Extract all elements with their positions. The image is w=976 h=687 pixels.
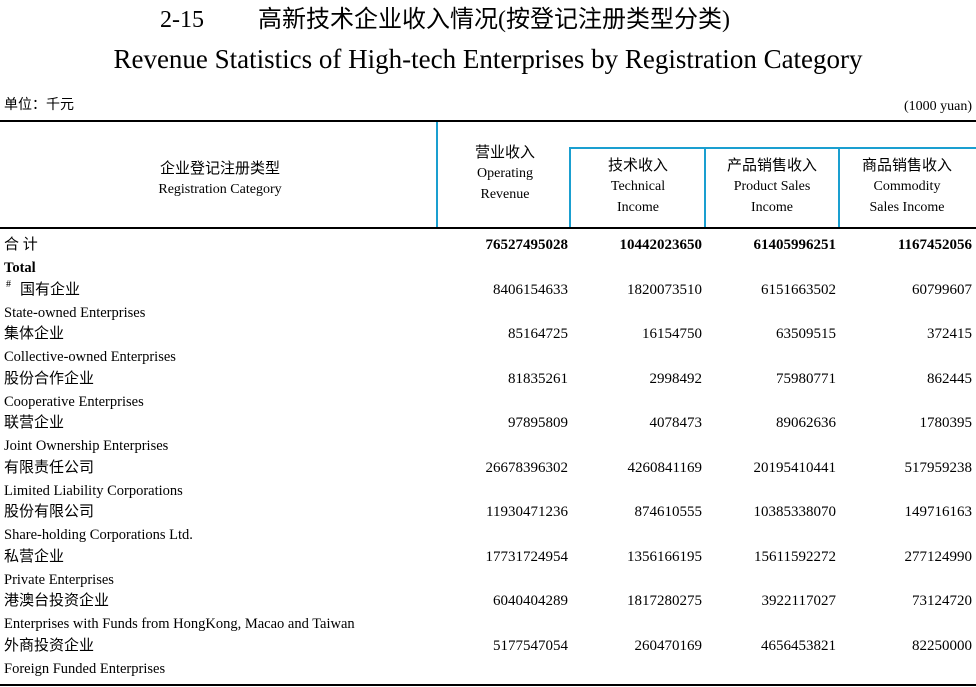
column-header-en: Sales Income (869, 200, 945, 215)
row-label-en: Enterprises with Funds from HongKong, Ma… (4, 616, 355, 632)
cell-value: 1780395 (919, 415, 973, 431)
row-label-cn: 私营企业 (4, 548, 65, 565)
rule-bottom (0, 684, 976, 686)
title-cn: 高新技术企业收入情况(按登记注册类型分类) (258, 7, 730, 33)
row-label-en: Foreign Funded Enterprises (4, 660, 166, 677)
column-header-en: Technical (610, 179, 666, 194)
cell-value: 97895809 (508, 415, 568, 431)
cell-value: 277124990 (904, 548, 973, 565)
cell-value: 16154750 (642, 326, 702, 342)
row-label-cn: 国有企业 (20, 281, 81, 298)
cell-value: 76527495028 (485, 237, 569, 253)
cell-value: 1817280275 (627, 593, 702, 609)
cell-value: 73124720 (912, 593, 972, 609)
cell-value: 61405996251 (753, 237, 837, 253)
row-label-en: Cooperative Enterprises (4, 393, 144, 410)
cell-value: 1820073510 (627, 281, 702, 298)
cell-value: 60799607 (912, 281, 972, 298)
row-label-cn: 股份有限公司 (4, 504, 95, 520)
cell-value: 1167452056 (897, 237, 972, 253)
cell-value: 75980771 (776, 370, 836, 387)
row-label-cn: 联营企业 (4, 415, 65, 431)
cell-value: 517959238 (904, 459, 973, 476)
cell-value: 17731724954 (485, 548, 569, 565)
title-en: Revenue Statistics of High-tech Enterpri… (113, 44, 863, 74)
cell-value: 6151663502 (761, 281, 836, 298)
cell-value: 2998492 (649, 370, 703, 387)
row-label-en: Private Enterprises (4, 571, 114, 588)
cell-value: 8406154633 (493, 281, 568, 298)
cell-value: 20195410441 (753, 459, 837, 476)
cell-value: 4078473 (649, 415, 703, 431)
unit-cn: 单位：千元 (4, 98, 74, 113)
table-number: 2-15 (160, 7, 204, 33)
cell-value: 10385338070 (753, 504, 837, 520)
row-label-cn: 合 计 (4, 237, 38, 253)
cell-value: 85164725 (508, 326, 568, 342)
column-header-en: Product Sales (733, 179, 811, 194)
row-label-cn: 股份合作企业 (4, 370, 95, 387)
cell-value: 82250000 (912, 637, 972, 654)
cell-value: 89062636 (776, 415, 836, 431)
column-header-en: Operating (477, 166, 533, 181)
column-header-cn: 商品销售收入 (861, 158, 952, 174)
rule (838, 147, 840, 228)
column-header-en: Commodity (873, 179, 941, 194)
row-label-en: Joint Ownership Enterprises (4, 438, 169, 454)
row-marker: # (6, 278, 11, 290)
cell-value: 5177547054 (493, 637, 568, 654)
cell-value: 372415 (927, 326, 972, 342)
column-header-cn: 技术收入 (607, 158, 668, 174)
cell-value: 10442023650 (619, 237, 703, 253)
cell-value: 63509515 (776, 326, 836, 342)
row-label-cn: 集体企业 (4, 326, 65, 342)
column-header-en: Revenue (480, 187, 530, 202)
cell-value: 3922117027 (761, 593, 836, 609)
rule-header (0, 227, 976, 229)
row-label-en: Share-holding Corporations Ltd. (4, 527, 193, 543)
row-label-cn: 有限责任公司 (4, 459, 95, 476)
column-header-en: Income (751, 200, 793, 215)
row-label-cn: 港澳台投资企业 (4, 593, 110, 609)
cell-value: 1356166195 (627, 548, 702, 565)
column-header-en: Income (617, 200, 659, 215)
row-label-en: Collective-owned Enterprises (4, 349, 176, 365)
cell-value: 4260841169 (627, 459, 702, 476)
rule (570, 147, 976, 149)
rule-top (0, 120, 976, 122)
cell-value: 6040404289 (493, 593, 568, 609)
cell-value: 149716163 (904, 504, 973, 520)
unit-en: (1000 yuan) (903, 99, 972, 114)
cell-value: 862445 (927, 370, 972, 387)
rule (704, 147, 706, 228)
cell-value: 4656453821 (761, 637, 836, 654)
column-header-en: Registration Category (158, 182, 282, 197)
column-header-cn: 企业登记注册类型 (159, 161, 280, 177)
cell-value: 874610555 (634, 504, 703, 520)
row-label-en: State-owned Enterprises (4, 304, 146, 321)
column-header-cn: 产品销售收入 (726, 158, 817, 174)
row-label-cn: 外商投资企业 (4, 637, 95, 654)
cell-value: 81835261 (508, 370, 568, 387)
rule (436, 122, 438, 228)
cell-value: 26678396302 (485, 459, 569, 476)
cell-value: 260470169 (634, 637, 703, 654)
cell-value: 11930471236 (486, 504, 568, 520)
rule (569, 147, 571, 228)
row-label-en: Limited Liability Corporations (4, 482, 183, 499)
row-label-en: Total (4, 260, 36, 276)
column-header-cn: 营业收入 (474, 145, 535, 161)
cell-value: 15611592272 (754, 548, 836, 565)
